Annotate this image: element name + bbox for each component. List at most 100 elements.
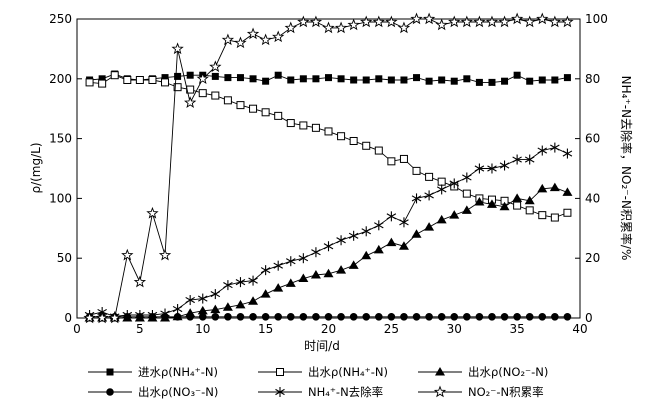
series-5-point bbox=[449, 178, 460, 189]
series-2-point bbox=[337, 132, 346, 141]
y-right-tick-label: 40 bbox=[585, 191, 600, 205]
series-4-point bbox=[186, 313, 194, 321]
series-3-point bbox=[273, 283, 284, 292]
x-tick-label: 10 bbox=[195, 322, 210, 336]
legend-label-1: 进水ρ(NH₄⁺-N) bbox=[138, 365, 218, 379]
series-1-point bbox=[337, 75, 345, 83]
series-4-point bbox=[387, 313, 396, 321]
series-2-point bbox=[211, 91, 220, 100]
y-tick-label: 0 bbox=[64, 311, 72, 325]
series-5-point bbox=[336, 235, 346, 246]
series-5-point bbox=[248, 275, 258, 286]
series-1-point bbox=[299, 75, 307, 83]
series-5-point bbox=[210, 289, 221, 300]
series-6 bbox=[83, 12, 574, 324]
series-5-point bbox=[462, 172, 472, 183]
series-1-point bbox=[98, 75, 106, 83]
series-2-point bbox=[249, 104, 258, 113]
tick-labels: 0 5 10 15 20 25 30 35 40050100150200250020406080… bbox=[49, 12, 608, 336]
legend-item-1: 进水ρ(NH₄⁺-N) bbox=[88, 365, 218, 379]
series-6-point bbox=[347, 18, 360, 31]
y-tick-label: 200 bbox=[49, 72, 72, 86]
series-4-point bbox=[274, 313, 283, 321]
series-5-point bbox=[361, 226, 372, 237]
series-4-point bbox=[513, 313, 521, 321]
series-6-point bbox=[498, 15, 511, 28]
series-1-point bbox=[513, 71, 521, 79]
series-6-point bbox=[548, 15, 562, 28]
series-6-point bbox=[448, 15, 461, 28]
series-6-point bbox=[561, 15, 574, 28]
series-5-point bbox=[273, 260, 283, 271]
series-1-point bbox=[211, 72, 219, 80]
legend-marker-2 bbox=[276, 368, 284, 376]
series-5-point bbox=[311, 247, 321, 258]
series-6-point bbox=[284, 21, 297, 34]
series-1-point bbox=[224, 74, 232, 82]
series-3-point bbox=[524, 195, 535, 205]
series-6-point bbox=[171, 42, 184, 55]
series-1-point bbox=[186, 71, 194, 79]
series-6-point bbox=[196, 72, 209, 85]
series-3-point bbox=[499, 201, 510, 211]
series-2-point bbox=[286, 119, 295, 128]
series-6-point bbox=[510, 12, 524, 25]
series-2-point bbox=[425, 172, 434, 181]
series-1-point bbox=[551, 76, 559, 84]
series-5-point bbox=[436, 184, 447, 195]
series-3-point bbox=[373, 244, 384, 254]
series-6-point bbox=[158, 248, 172, 261]
y-tick-label: 50 bbox=[57, 251, 72, 265]
series-2-point bbox=[198, 89, 207, 98]
series-1-point bbox=[526, 77, 534, 85]
series-6-point bbox=[536, 12, 549, 25]
series-1-point bbox=[174, 72, 182, 80]
series-3-point bbox=[210, 304, 221, 314]
series-2-point bbox=[261, 108, 270, 117]
series-6-point bbox=[435, 18, 448, 31]
series-6-point bbox=[221, 33, 235, 46]
legend-marker-6 bbox=[433, 385, 447, 398]
series-4-point bbox=[224, 313, 232, 321]
series-3-point bbox=[398, 241, 409, 250]
series-3-point bbox=[474, 196, 485, 206]
series-5-point bbox=[172, 304, 183, 315]
series-4-point bbox=[563, 313, 572, 321]
x-axis-label: 时间/d bbox=[304, 339, 340, 353]
series-6-point bbox=[523, 15, 536, 28]
series-2-point bbox=[538, 211, 547, 220]
series-1-point bbox=[438, 76, 446, 84]
series-6-point bbox=[397, 21, 411, 34]
series-4-point bbox=[375, 313, 383, 321]
series-4-point bbox=[525, 313, 534, 321]
series-1-point bbox=[274, 71, 282, 79]
series-1-point bbox=[538, 76, 546, 84]
series-5-point bbox=[185, 295, 195, 306]
legend-item-6: NO₂⁻-N积累率 bbox=[418, 385, 544, 399]
x-tick-label: 0 bbox=[73, 322, 81, 336]
series-3-point bbox=[260, 289, 271, 298]
series-4-point bbox=[437, 313, 446, 321]
series-6-point bbox=[108, 311, 121, 324]
series-5-point bbox=[160, 308, 170, 319]
legend-marker-5 bbox=[275, 387, 285, 397]
series-1-point bbox=[413, 74, 421, 82]
series-5-point bbox=[562, 148, 573, 159]
series-5-point bbox=[399, 217, 409, 228]
series-5-point bbox=[285, 256, 296, 267]
series-5-point bbox=[537, 145, 548, 156]
legend-label-6: NO₂⁻-N积累率 bbox=[468, 385, 544, 399]
series-6-point bbox=[95, 311, 109, 324]
series-6-point bbox=[133, 275, 147, 288]
series-2-point bbox=[110, 71, 119, 80]
series-5-point bbox=[374, 220, 384, 231]
y-right-tick-label: 20 bbox=[585, 251, 600, 265]
series-2-point bbox=[525, 206, 534, 215]
series-3-point bbox=[348, 260, 359, 269]
series-2-point bbox=[563, 208, 572, 217]
series-4-point bbox=[324, 313, 333, 321]
legend-item-5: NH₄⁺-N去除率 bbox=[258, 385, 383, 399]
x-tick-label: 20 bbox=[321, 322, 336, 336]
series-6-point bbox=[83, 311, 96, 324]
series-3-point bbox=[411, 229, 422, 238]
